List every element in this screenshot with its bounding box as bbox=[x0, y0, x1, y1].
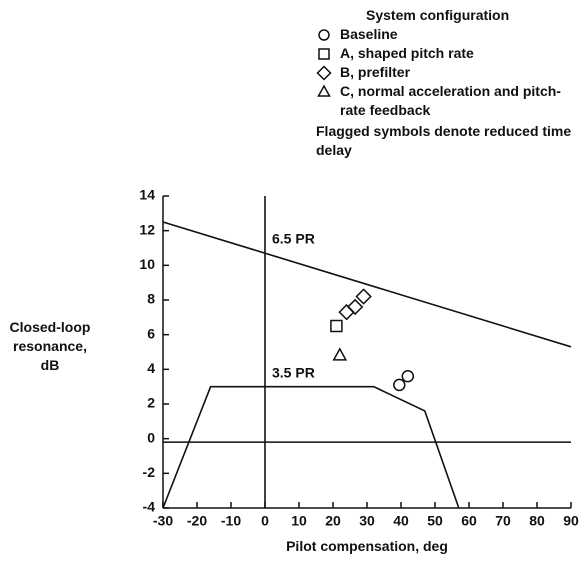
marker bbox=[401, 370, 415, 383]
x-tick-label: -20 bbox=[187, 513, 207, 529]
y-axis-label: Closed-loop resonance, dB bbox=[9, 319, 91, 373]
marker bbox=[330, 319, 343, 333]
x-tick-label: 80 bbox=[529, 513, 545, 529]
reference-line bbox=[162, 221, 572, 348]
legend-items: Baseline A, shaped pitch rate B, prefilter… bbox=[316, 25, 582, 120]
x-tick-label: 90 bbox=[563, 513, 579, 529]
marker bbox=[318, 29, 330, 41]
x-tick-label: 40 bbox=[393, 513, 409, 529]
legend-label: B, prefilter bbox=[340, 64, 411, 80]
x-tick-label: 50 bbox=[427, 513, 443, 529]
marker bbox=[346, 298, 364, 316]
reference-line bbox=[162, 385, 460, 509]
x-tick-label: 0 bbox=[261, 513, 269, 529]
y-tick-label: 4 bbox=[147, 360, 155, 376]
marker bbox=[317, 84, 331, 97]
legend-item: A, shaped pitch rate bbox=[316, 44, 582, 63]
legend: System configuration Baseline A, shaped p… bbox=[316, 6, 582, 160]
x-axis-label: Pilot compensation, deg bbox=[286, 538, 448, 554]
legend-item: Baseline bbox=[316, 25, 582, 44]
y-tick-label: 8 bbox=[147, 291, 155, 307]
legend-marker bbox=[316, 65, 332, 81]
legend-title: System configuration bbox=[366, 7, 510, 23]
annotation: 6.5 PR bbox=[272, 231, 315, 247]
legend-item: B, prefilter bbox=[316, 63, 582, 82]
note: Flagged symbols denote reduced time dela… bbox=[316, 123, 572, 158]
marker bbox=[316, 65, 332, 81]
y-tick-label: 2 bbox=[147, 395, 155, 411]
y-tick-label: -4 bbox=[143, 499, 156, 515]
annotation: 3.5 PR bbox=[272, 365, 315, 381]
legend-marker bbox=[318, 29, 330, 41]
x-tick-label: 10 bbox=[291, 513, 307, 529]
marker bbox=[393, 378, 406, 392]
y-tick-label: 6 bbox=[147, 325, 155, 341]
x-tick-label: -10 bbox=[221, 513, 241, 529]
legend-item: C, normal acceleration and pitch-rate fe… bbox=[316, 82, 582, 120]
y-tick-label: 10 bbox=[139, 256, 155, 272]
y-tick-label: 12 bbox=[139, 221, 155, 237]
x-tick-label: 60 bbox=[461, 513, 477, 529]
marker bbox=[318, 48, 330, 60]
legend-label: C, normal acceleration and pitch-rate fe… bbox=[340, 83, 561, 118]
y-tick-label: 14 bbox=[139, 187, 155, 203]
x-tick-label: 30 bbox=[359, 513, 375, 529]
legend-marker bbox=[318, 48, 330, 60]
x-tick-label: -30 bbox=[153, 513, 173, 529]
y-tick-label: 0 bbox=[147, 429, 155, 445]
marker bbox=[332, 347, 348, 361]
x-tick-label: 20 bbox=[325, 513, 341, 529]
marker bbox=[355, 288, 372, 305]
x-tick-label: 70 bbox=[495, 513, 511, 529]
marker bbox=[338, 303, 355, 321]
legend-marker bbox=[317, 84, 331, 97]
legend-label: A, shaped pitch rate bbox=[340, 45, 474, 61]
y-tick-label: -2 bbox=[143, 464, 156, 480]
legend-label: Baseline bbox=[340, 26, 398, 42]
